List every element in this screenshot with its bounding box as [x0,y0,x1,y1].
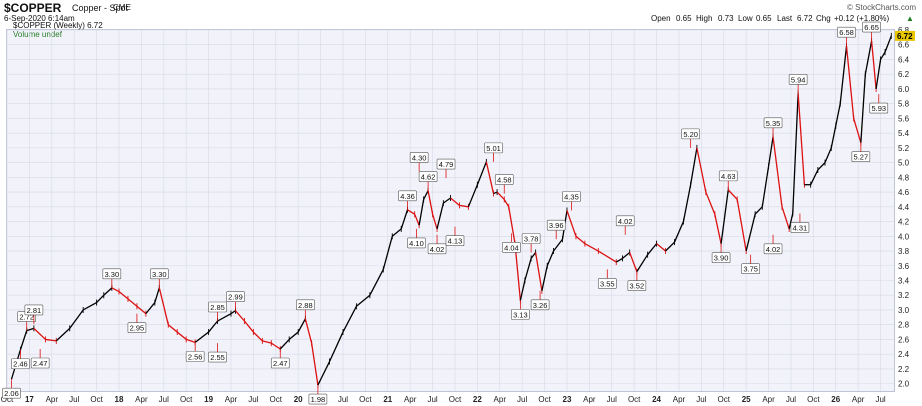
plot-area [6,29,895,392]
x-tick-label: Oct [449,395,462,404]
x-tick-label: Oct [270,395,283,404]
exchange: CME [113,3,131,12]
y-tick-label: 4.4 [898,203,910,212]
high-value: 0.73 [718,14,734,23]
y-tick-label: 3.0 [898,306,910,315]
x-tick-label: 26 [831,395,840,404]
x-tick-label: Jul [517,395,527,404]
instrument-name: Copper - Spot [72,3,129,13]
x-tick-label: Oct [1,395,14,404]
x-tick-label: Oct [628,395,641,404]
x-tick-label: Oct [718,395,731,404]
x-tick-label: Apr [404,395,417,404]
y-tick-label: 5.6 [898,114,910,123]
x-tick-label: Apr [673,395,686,404]
high-label: High [696,14,713,23]
symbol: $COPPER [4,1,62,15]
y-tick-label: 2.0 [898,380,910,389]
up-arrow-icon: ▲ [906,14,914,23]
x-tick-label: Oct [90,395,103,404]
last-value: 6.72 [797,14,813,23]
x-tick-label: 18 [115,395,124,404]
timestamp: 6-Sep-2020 6:14am [4,14,75,23]
x-tick-label: 19 [204,395,213,404]
x-tick-label: Apr [494,395,507,404]
y-tick-label: 6.4 [898,55,910,64]
x-tick-label: 22 [473,395,482,404]
y-tick-label: 3.4 [898,276,910,285]
chart-header: $COPPER Copper - Spot CME 6-Sep-2020 6:1… [0,0,922,30]
low-value: 0.65 [756,14,772,23]
y-tick-label: 4.0 [898,232,910,241]
last-price-tag [895,30,915,41]
open-value: 0.65 [676,14,692,23]
y-tick-label: 5.2 [898,144,910,153]
x-tick-label: 21 [383,395,392,404]
x-tick-label: Oct [359,395,372,404]
x-tick-label: Apr [852,395,865,404]
last-label: Last [777,14,793,23]
x-tick-label: Oct [807,395,820,404]
source-credit: © StockCharts.com [846,3,916,12]
legend-volume: Volume undef [13,30,62,39]
chg-value: +0.12 (+1.80%) [834,14,890,23]
y-tick-label: 6.2 [898,70,910,79]
x-tick-label: Apr [314,395,327,404]
x-tick-label: Jul [786,395,796,404]
last-price-label: 6.72 [897,32,913,41]
x-tick-label: 24 [652,395,661,404]
x-tick-label: Jul [427,395,437,404]
x-tick-label: Jul [159,395,169,404]
x-tick-label: Jul [875,395,885,404]
x-tick-label: Apr [135,395,148,404]
y-tick-label: 3.2 [898,291,910,300]
x-tick-label: Jul [248,395,258,404]
y-tick-label: 5.4 [898,129,910,138]
x-tick-label: Apr [46,395,59,404]
x-tick-label: Jul [696,395,706,404]
legend: $COPPER (Weekly) 6.72 Volume undef [13,21,103,39]
y-tick-label: 2.8 [898,321,910,330]
x-tick-label: Apr [583,395,596,404]
low-label: Low [738,14,753,23]
x-tick-label: Jul [607,395,617,404]
y-tick-label: 2.2 [898,365,910,374]
x-tick-label: Apr [762,395,775,404]
y-tick-label: 2.6 [898,335,910,344]
annotation-label: 1.98 [311,395,326,404]
y-tick-label: 6.0 [898,85,910,94]
x-tick-label: 23 [563,395,572,404]
x-tick-label: 20 [294,395,303,404]
y-tick-label: 2.4 [898,350,910,359]
x-tick-label: Jul [69,395,79,404]
chg-label: Chg [816,14,831,23]
y-tick-label: 5.0 [898,159,910,168]
open-label: Open [651,14,671,23]
x-tick-label: Oct [538,395,551,404]
x-tick-label: 17 [25,395,34,404]
y-tick-label: 3.8 [898,247,910,256]
x-tick-label: 25 [742,395,751,404]
y-tick-label: 4.2 [898,218,910,227]
x-tick-label: Apr [225,395,238,404]
legend-series: $COPPER (Weekly) 6.72 [13,21,103,30]
y-tick-label: 6.6 [898,41,910,50]
y-tick-label: 5.8 [898,100,910,109]
x-tick-label: Oct [180,395,193,404]
y-tick-label: 3.6 [898,262,910,271]
x-tick-label: Jul [338,395,348,404]
y-tick-label: 4.6 [898,188,910,197]
annotation-box [308,393,328,405]
y-tick-label: 4.8 [898,173,910,182]
